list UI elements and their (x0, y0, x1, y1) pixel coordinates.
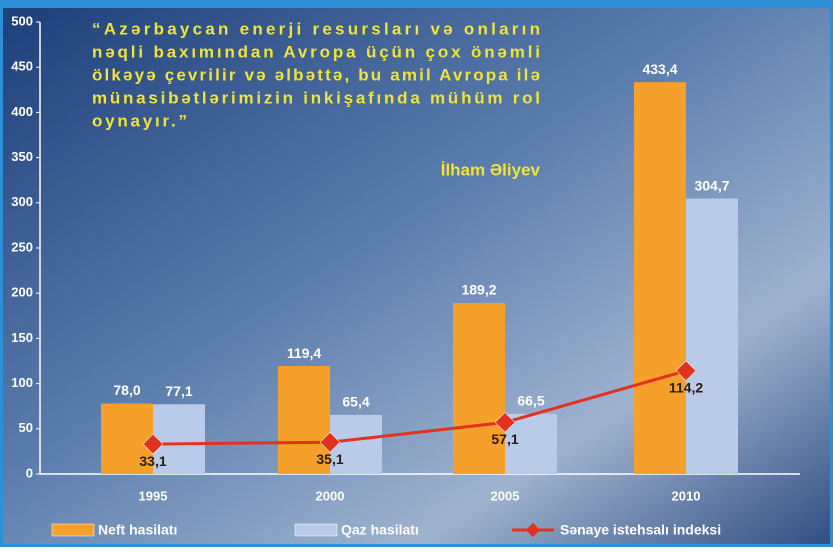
y-tick-label: 0 (26, 465, 33, 480)
value-label: 33,1 (139, 453, 166, 469)
y-tick-label: 100 (11, 375, 33, 390)
quote-line: oynayır.” (92, 111, 187, 130)
x-tick-label: 1995 (139, 488, 168, 503)
value-label: 119,4 (287, 345, 321, 361)
x-tick-label: 2010 (672, 488, 701, 503)
legend-label: Neft hasilatı (98, 522, 177, 538)
value-label: 65,4 (342, 394, 369, 410)
y-tick-label: 50 (19, 420, 33, 435)
value-label: 114,2 (669, 379, 703, 395)
chart: İlham Əliyev 0 50 100 150 200 250 300 350 400 450… (0, 0, 833, 547)
quote-line: “Azərbaycan enerji resursları və onların (92, 19, 540, 38)
y-tick-label: 400 (11, 104, 33, 119)
legend-label: Sənaye istehsalı indeksi (560, 522, 721, 538)
y-tick-label: 200 (11, 285, 33, 300)
legend-swatch (52, 524, 94, 536)
y-tick-label: 350 (11, 149, 33, 164)
quote-line: nəqli baxımından Avropa üçün çox önəmli (92, 42, 540, 61)
value-label: 66,5 (517, 393, 544, 409)
legend-swatch (295, 524, 337, 536)
x-tick-label: 2000 (316, 488, 345, 503)
value-label: 189,2 (461, 282, 496, 298)
value-label: 433,4 (642, 61, 677, 77)
bar (634, 82, 686, 474)
author: İlham Əliyev (441, 160, 541, 179)
x-tick-label: 2005 (491, 488, 520, 503)
y-tick-label: 500 (11, 13, 33, 28)
bar (453, 303, 505, 474)
y-tick-label: 150 (11, 330, 33, 345)
value-label: 57,1 (491, 431, 518, 447)
value-label: 78,0 (113, 382, 140, 398)
value-label: 304,7 (694, 177, 729, 193)
value-label: 35,1 (316, 451, 343, 467)
y-tick-label: 450 (11, 59, 33, 74)
y-tick-label: 250 (11, 239, 33, 254)
legend-label: Qaz hasilatı (341, 522, 419, 538)
bar (686, 199, 738, 474)
y-tick-label: 300 (11, 194, 33, 209)
value-label: 77,1 (165, 383, 192, 399)
